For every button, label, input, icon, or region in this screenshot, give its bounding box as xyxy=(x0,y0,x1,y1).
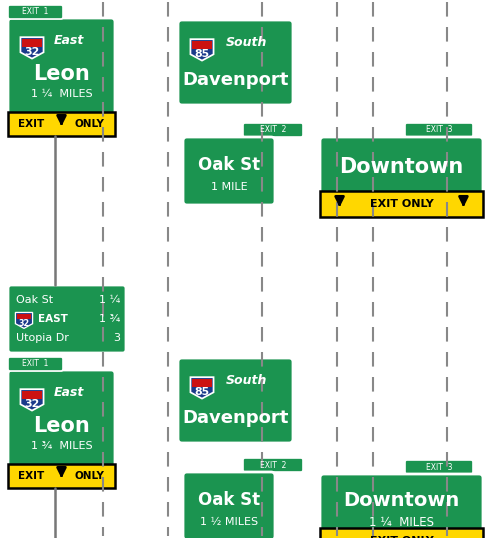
Polygon shape xyxy=(192,41,212,48)
Text: 32: 32 xyxy=(25,399,40,408)
Text: Oak St: Oak St xyxy=(198,156,260,174)
Polygon shape xyxy=(191,39,214,61)
Text: 1 MILE: 1 MILE xyxy=(211,182,247,192)
Bar xyxy=(320,528,483,538)
Polygon shape xyxy=(22,391,42,399)
Polygon shape xyxy=(21,37,44,59)
FancyBboxPatch shape xyxy=(243,123,303,137)
FancyBboxPatch shape xyxy=(8,357,63,371)
Text: EXIT  3: EXIT 3 xyxy=(426,125,452,134)
Text: Downtown: Downtown xyxy=(343,491,460,509)
FancyBboxPatch shape xyxy=(183,137,275,205)
FancyBboxPatch shape xyxy=(8,370,115,488)
Text: 1 ¾  MILES: 1 ¾ MILES xyxy=(30,441,92,451)
FancyBboxPatch shape xyxy=(178,358,293,443)
Text: 1 ½ MILES: 1 ½ MILES xyxy=(200,517,258,527)
Polygon shape xyxy=(17,314,31,320)
Text: 1 ¼  MILES: 1 ¼ MILES xyxy=(30,89,92,99)
FancyBboxPatch shape xyxy=(405,123,473,137)
Text: 1 ¼  MILES: 1 ¼ MILES xyxy=(369,515,434,528)
FancyBboxPatch shape xyxy=(405,460,473,474)
Polygon shape xyxy=(191,377,214,399)
Text: EXIT  2: EXIT 2 xyxy=(260,461,286,470)
FancyBboxPatch shape xyxy=(320,137,483,217)
FancyBboxPatch shape xyxy=(178,20,293,105)
Text: EXIT  2: EXIT 2 xyxy=(260,125,286,134)
Bar xyxy=(8,112,115,136)
Polygon shape xyxy=(192,379,212,386)
Text: Utopia Dr: Utopia Dr xyxy=(16,333,69,343)
Text: East: East xyxy=(54,33,84,46)
Text: EXIT  1: EXIT 1 xyxy=(22,8,49,17)
Text: EAST: EAST xyxy=(38,314,68,324)
Text: 85: 85 xyxy=(194,386,210,397)
Text: Davenport: Davenport xyxy=(182,409,289,427)
Text: EXIT ONLY: EXIT ONLY xyxy=(370,536,434,538)
Text: South: South xyxy=(226,373,268,386)
Text: Davenport: Davenport xyxy=(182,71,289,89)
Bar xyxy=(320,191,483,217)
Text: EXIT  1: EXIT 1 xyxy=(22,359,49,369)
Text: South: South xyxy=(226,36,268,48)
FancyBboxPatch shape xyxy=(8,18,115,136)
Text: East: East xyxy=(54,386,84,399)
FancyBboxPatch shape xyxy=(320,474,483,538)
Polygon shape xyxy=(15,313,32,328)
Text: 1 ¼: 1 ¼ xyxy=(99,295,120,305)
Text: Oak St: Oak St xyxy=(16,295,53,305)
Text: 32: 32 xyxy=(25,47,40,56)
FancyBboxPatch shape xyxy=(243,458,303,472)
Text: Oak St: Oak St xyxy=(198,491,260,509)
FancyBboxPatch shape xyxy=(183,472,275,538)
Text: Leon: Leon xyxy=(33,416,90,436)
Text: EXIT ONLY: EXIT ONLY xyxy=(370,199,434,209)
Text: Downtown: Downtown xyxy=(339,157,464,177)
Text: ONLY: ONLY xyxy=(74,471,104,481)
Text: 85: 85 xyxy=(194,48,210,59)
Text: 3: 3 xyxy=(113,333,120,343)
FancyBboxPatch shape xyxy=(8,285,126,353)
Bar xyxy=(8,464,115,488)
Polygon shape xyxy=(22,39,42,46)
Text: 1 ¾: 1 ¾ xyxy=(99,314,120,324)
FancyBboxPatch shape xyxy=(8,5,63,19)
Text: EXIT  3: EXIT 3 xyxy=(426,463,452,471)
Text: Leon: Leon xyxy=(33,64,90,84)
Polygon shape xyxy=(21,389,44,410)
Text: EXIT: EXIT xyxy=(19,119,45,129)
Text: ONLY: ONLY xyxy=(74,119,104,129)
Text: EXIT: EXIT xyxy=(19,471,45,481)
Text: 32: 32 xyxy=(19,318,29,328)
